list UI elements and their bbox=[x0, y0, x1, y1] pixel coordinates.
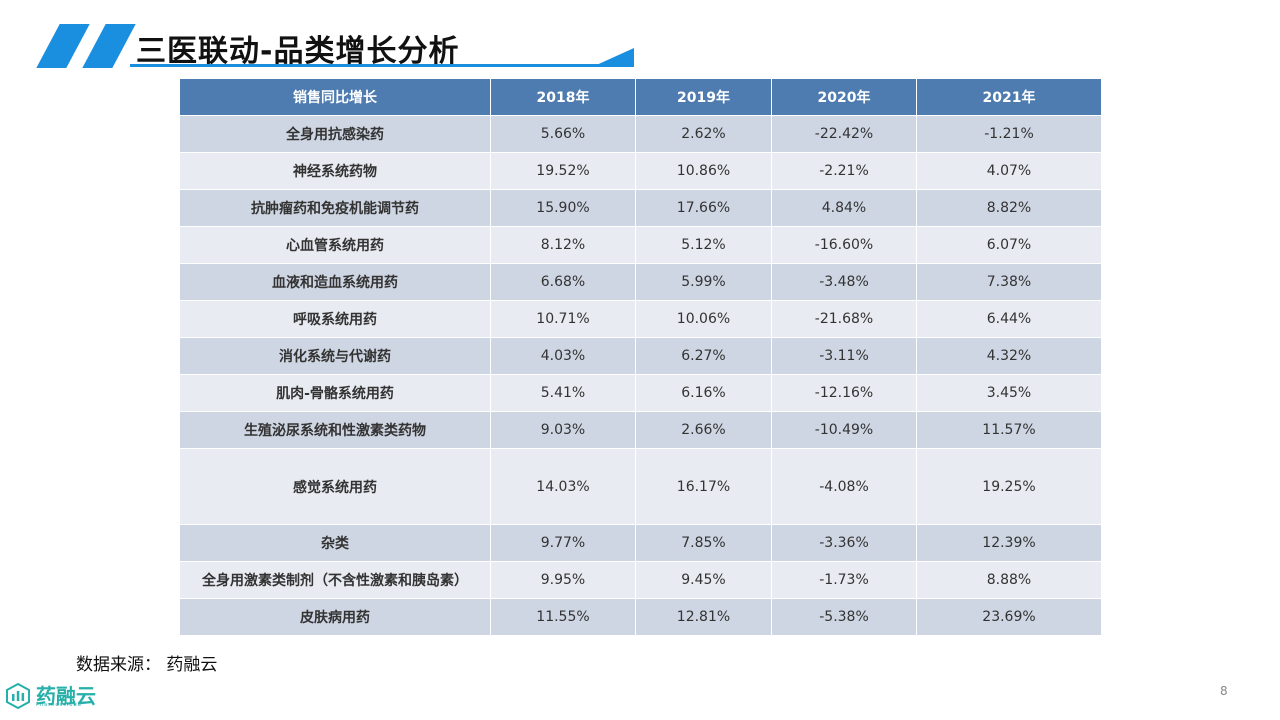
column-header: 2021年 bbox=[916, 78, 1102, 116]
table-row: 全身用抗感染药 5.66% 2.62% -22.42% -1.21% bbox=[179, 115, 1102, 153]
growth-value-cell: -3.48% bbox=[771, 263, 917, 301]
growth-value-cell: 7.85% bbox=[635, 524, 772, 562]
table-row: 消化系统与代谢药 4.03% 6.27% -3.11% 4.32% bbox=[179, 337, 1102, 375]
logo-icon bbox=[6, 682, 30, 710]
growth-value-cell: 9.77% bbox=[490, 524, 636, 562]
row-label: 杂类 bbox=[179, 524, 491, 562]
row-label: 感觉系统用药 bbox=[179, 448, 491, 525]
logo-subtitle: Pharnexcloud bbox=[36, 702, 82, 708]
growth-value-cell: -1.73% bbox=[771, 561, 917, 599]
growth-value-cell: 19.25% bbox=[916, 448, 1102, 525]
growth-value-cell: 4.84% bbox=[771, 189, 917, 227]
growth-value-cell: -22.42% bbox=[771, 115, 917, 153]
row-label: 呼吸系统用药 bbox=[179, 300, 491, 338]
table-row: 呼吸系统用药 10.71% 10.06% -21.68% 6.44% bbox=[179, 300, 1102, 338]
table-row: 皮肤病用药 11.55% 12.81% -5.38% 23.69% bbox=[179, 598, 1102, 636]
growth-value-cell: -2.21% bbox=[771, 152, 917, 190]
data-source-note: 数据来源： 药融云 bbox=[76, 655, 218, 675]
row-label: 神经系统药物 bbox=[179, 152, 491, 190]
growth-value-cell: 17.66% bbox=[635, 189, 772, 227]
column-header: 2020年 bbox=[771, 78, 917, 116]
title-triangle bbox=[592, 48, 634, 67]
column-header: 2019年 bbox=[635, 78, 772, 116]
growth-table: 销售同比增长 2018年 2019年 2020年 2021年 全身用抗感染药 5.… bbox=[179, 78, 1102, 636]
row-label: 生殖泌尿系统和性激素类药物 bbox=[179, 411, 491, 449]
table-row: 杂类 9.77% 7.85% -3.36% 12.39% bbox=[179, 524, 1102, 562]
growth-value-cell: 8.88% bbox=[916, 561, 1102, 599]
growth-value-cell: -16.60% bbox=[771, 226, 917, 264]
growth-value-cell: 5.41% bbox=[490, 374, 636, 412]
growth-value-cell: 14.03% bbox=[490, 448, 636, 525]
table-row: 全身用激素类制剂（不含性激素和胰岛素） 9.95% 9.45% -1.73% 8.88% bbox=[179, 561, 1102, 599]
header-stripe bbox=[82, 24, 136, 68]
growth-value-cell: -12.16% bbox=[771, 374, 917, 412]
row-label: 消化系统与代谢药 bbox=[179, 337, 491, 375]
growth-value-cell: 9.45% bbox=[635, 561, 772, 599]
growth-value-cell: -21.68% bbox=[771, 300, 917, 338]
row-label: 抗肿瘤药和免疫机能调节药 bbox=[179, 189, 491, 227]
row-label: 肌肉-骨骼系统用药 bbox=[179, 374, 491, 412]
growth-value-cell: 6.44% bbox=[916, 300, 1102, 338]
brand-logo: 药融云 Pharnexcloud bbox=[4, 682, 104, 710]
growth-value-cell: 5.99% bbox=[635, 263, 772, 301]
growth-value-cell: 16.17% bbox=[635, 448, 772, 525]
growth-value-cell: -1.21% bbox=[916, 115, 1102, 153]
growth-value-cell: -3.36% bbox=[771, 524, 917, 562]
slide-header: 三医联动-品类增长分析 bbox=[0, 0, 640, 80]
growth-value-cell: 9.03% bbox=[490, 411, 636, 449]
column-header: 2018年 bbox=[490, 78, 636, 116]
growth-value-cell: 11.55% bbox=[490, 598, 636, 636]
table-row: 感觉系统用药 14.03% 16.17% -4.08% 19.25% bbox=[179, 448, 1102, 525]
table-row: 肌肉-骨骼系统用药 5.41% 6.16% -12.16% 3.45% bbox=[179, 374, 1102, 412]
growth-value-cell: 6.07% bbox=[916, 226, 1102, 264]
growth-value-cell: -5.38% bbox=[771, 598, 917, 636]
growth-value-cell: -10.49% bbox=[771, 411, 917, 449]
row-label: 皮肤病用药 bbox=[179, 598, 491, 636]
growth-value-cell: 8.12% bbox=[490, 226, 636, 264]
growth-value-cell: 6.16% bbox=[635, 374, 772, 412]
row-label: 心血管系统用药 bbox=[179, 226, 491, 264]
table-row: 抗肿瘤药和免疫机能调节药 15.90% 17.66% 4.84% 8.82% bbox=[179, 189, 1102, 227]
column-header: 销售同比增长 bbox=[179, 78, 491, 116]
row-label: 全身用抗感染药 bbox=[179, 115, 491, 153]
table-body: 全身用抗感染药 5.66% 2.62% -22.42% -1.21% 神经系统药物 19.5… bbox=[179, 115, 1102, 636]
growth-value-cell: 10.86% bbox=[635, 152, 772, 190]
growth-value-cell: 5.66% bbox=[490, 115, 636, 153]
table-row: 心血管系统用药 8.12% 5.12% -16.60% 6.07% bbox=[179, 226, 1102, 264]
title-underline bbox=[130, 64, 630, 67]
growth-value-cell: 10.06% bbox=[635, 300, 772, 338]
growth-value-cell: 5.12% bbox=[635, 226, 772, 264]
growth-value-cell: 9.95% bbox=[490, 561, 636, 599]
growth-value-cell: 19.52% bbox=[490, 152, 636, 190]
growth-value-cell: 4.03% bbox=[490, 337, 636, 375]
logo-text: 药融云 bbox=[36, 684, 96, 708]
growth-value-cell: 8.82% bbox=[916, 189, 1102, 227]
table-header-row: 销售同比增长 2018年 2019年 2020年 2021年 bbox=[179, 78, 1102, 116]
slide-title: 三医联动-品类增长分析 bbox=[136, 34, 460, 69]
page-number: 8 bbox=[1220, 684, 1228, 698]
table-row: 神经系统药物 19.52% 10.86% -2.21% 4.07% bbox=[179, 152, 1102, 190]
table-row: 生殖泌尿系统和性激素类药物 9.03% 2.66% -10.49% 11.57% bbox=[179, 411, 1102, 449]
growth-value-cell: 3.45% bbox=[916, 374, 1102, 412]
growth-value-cell: 11.57% bbox=[916, 411, 1102, 449]
growth-value-cell: 12.81% bbox=[635, 598, 772, 636]
growth-value-cell: 15.90% bbox=[490, 189, 636, 227]
growth-value-cell: 6.27% bbox=[635, 337, 772, 375]
growth-value-cell: 2.66% bbox=[635, 411, 772, 449]
growth-value-cell: 12.39% bbox=[916, 524, 1102, 562]
growth-value-cell: -3.11% bbox=[771, 337, 917, 375]
table-row: 血液和造血系统用药 6.68% 5.99% -3.48% 7.38% bbox=[179, 263, 1102, 301]
growth-value-cell: -4.08% bbox=[771, 448, 917, 525]
row-label: 全身用激素类制剂（不含性激素和胰岛素） bbox=[179, 561, 491, 599]
row-label: 血液和造血系统用药 bbox=[179, 263, 491, 301]
growth-value-cell: 4.32% bbox=[916, 337, 1102, 375]
growth-value-cell: 6.68% bbox=[490, 263, 636, 301]
growth-value-cell: 4.07% bbox=[916, 152, 1102, 190]
growth-value-cell: 2.62% bbox=[635, 115, 772, 153]
growth-value-cell: 10.71% bbox=[490, 300, 636, 338]
growth-value-cell: 7.38% bbox=[916, 263, 1102, 301]
growth-value-cell: 23.69% bbox=[916, 598, 1102, 636]
header-stripe bbox=[36, 24, 90, 68]
